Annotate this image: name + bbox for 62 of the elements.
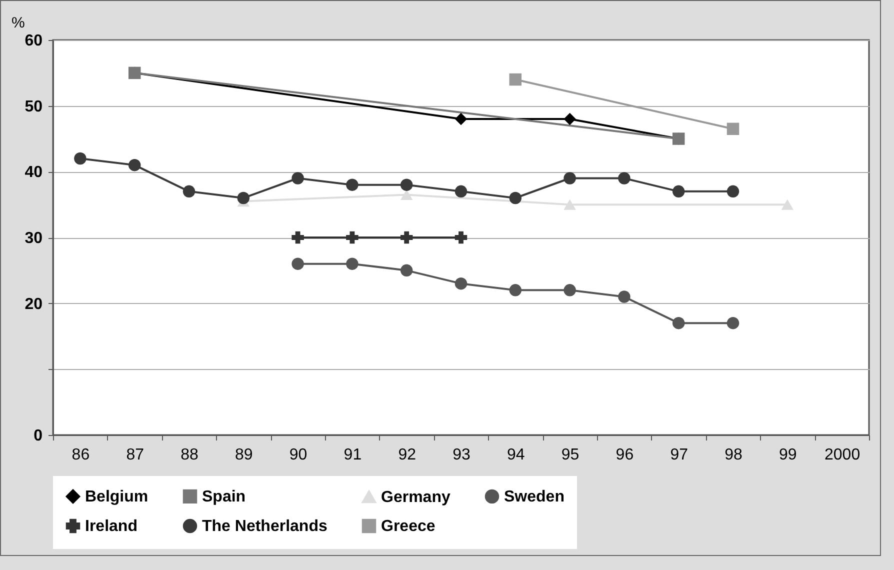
legend-label: Greece xyxy=(381,518,436,535)
y-axis-title: % xyxy=(12,14,25,32)
y-tick-label: 30 xyxy=(24,230,43,247)
point xyxy=(292,231,304,244)
point xyxy=(346,231,358,244)
point xyxy=(454,112,468,126)
point xyxy=(781,199,794,210)
legend-label: Belgium xyxy=(85,488,148,506)
y-tick-label: 0 xyxy=(34,428,43,444)
point xyxy=(672,185,685,198)
x-tick-label: 95 xyxy=(561,446,580,464)
point xyxy=(292,258,304,270)
x-tick-label: 94 xyxy=(507,446,525,464)
legend-label: Spain xyxy=(202,488,246,506)
y-tick-label: 60 xyxy=(24,32,43,50)
x-tick-label: 86 xyxy=(72,446,90,464)
point xyxy=(564,284,576,296)
point xyxy=(726,185,740,198)
x-tick-label: 89 xyxy=(235,446,253,464)
point xyxy=(454,277,468,290)
point xyxy=(618,290,630,303)
legend-label: Sweden xyxy=(504,488,564,506)
point xyxy=(128,158,141,172)
x-tick-label: 90 xyxy=(289,446,308,464)
point xyxy=(726,316,740,330)
point xyxy=(400,264,413,277)
y-tick-label: 50 xyxy=(24,98,43,116)
legend-label: Germany xyxy=(381,488,450,506)
y-tick-label: 40 xyxy=(24,164,43,182)
point xyxy=(726,122,740,135)
point xyxy=(564,112,576,126)
point xyxy=(400,189,413,200)
legend-label: The Netherlands xyxy=(202,518,328,535)
point xyxy=(454,231,468,244)
x-tick-label: 91 xyxy=(344,446,362,464)
point xyxy=(237,192,250,204)
point xyxy=(509,73,522,86)
point xyxy=(564,199,576,210)
point xyxy=(454,185,468,198)
point xyxy=(346,178,358,191)
point xyxy=(672,316,685,330)
legend-label: Ireland xyxy=(85,518,138,535)
point xyxy=(509,284,522,296)
point xyxy=(564,172,576,184)
x-tick-label: 92 xyxy=(398,446,416,464)
point xyxy=(182,185,196,198)
y-tick-label: 20 xyxy=(24,296,43,313)
x-tick-label: 97 xyxy=(670,446,688,464)
x-tick-label: 98 xyxy=(724,446,742,464)
point xyxy=(400,178,413,191)
point xyxy=(618,172,630,184)
point xyxy=(292,172,304,184)
point xyxy=(509,192,522,204)
x-tick-label: 87 xyxy=(126,446,144,464)
x-tick-label: 93 xyxy=(452,446,470,464)
x-tick-label: 99 xyxy=(779,446,797,464)
x-tick-label: 2000 xyxy=(824,446,860,464)
x-tick-label: 88 xyxy=(180,446,198,464)
x-tick-label: 96 xyxy=(616,446,634,464)
point xyxy=(346,258,358,270)
point xyxy=(74,152,86,165)
point xyxy=(400,231,413,244)
